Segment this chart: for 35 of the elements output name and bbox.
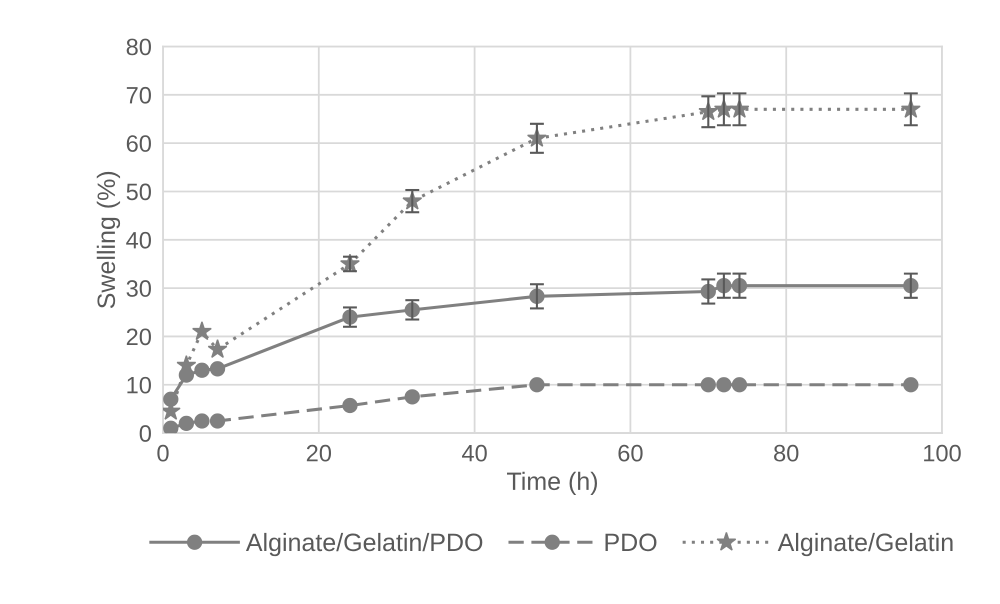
legend-label: PDO xyxy=(606,534,656,552)
legend-label: Alginate/Gelatin/PDO xyxy=(246,532,482,556)
point xyxy=(210,361,226,376)
point xyxy=(194,413,210,429)
point xyxy=(192,321,212,340)
x-tick-label: 100 xyxy=(924,444,961,462)
point xyxy=(529,377,545,392)
x-tick-label: 60 xyxy=(618,444,643,462)
point xyxy=(903,377,918,392)
x-tick-label: 0 xyxy=(157,444,169,462)
point xyxy=(700,377,716,392)
y-tick-label: 0 xyxy=(140,425,151,442)
point xyxy=(716,377,732,392)
point xyxy=(732,377,748,392)
y-tick-label: 20 xyxy=(126,328,151,346)
y-tick-label: 30 xyxy=(126,280,151,297)
legend-label: Alginate/Gelatin xyxy=(778,532,953,556)
y-tick-label: 60 xyxy=(126,135,151,152)
x-axis-title: Time (h) xyxy=(507,472,598,496)
x-tick-label: 80 xyxy=(774,444,798,462)
y-tick-label: 80 xyxy=(126,38,151,56)
point xyxy=(208,339,228,358)
y-tick-label: 70 xyxy=(126,86,151,104)
point xyxy=(194,362,210,378)
point xyxy=(342,398,358,414)
y-tick-label: 40 xyxy=(126,232,151,249)
point xyxy=(163,420,178,434)
y-tick-label: 10 xyxy=(127,376,151,394)
x-tick-label: 40 xyxy=(462,444,487,462)
point xyxy=(178,416,194,432)
point xyxy=(210,413,226,429)
y-axis-title: Swelling (%) xyxy=(96,172,120,308)
y-tick-label: 50 xyxy=(126,184,151,200)
x-tick-label: 20 xyxy=(306,444,332,462)
point xyxy=(404,389,420,404)
